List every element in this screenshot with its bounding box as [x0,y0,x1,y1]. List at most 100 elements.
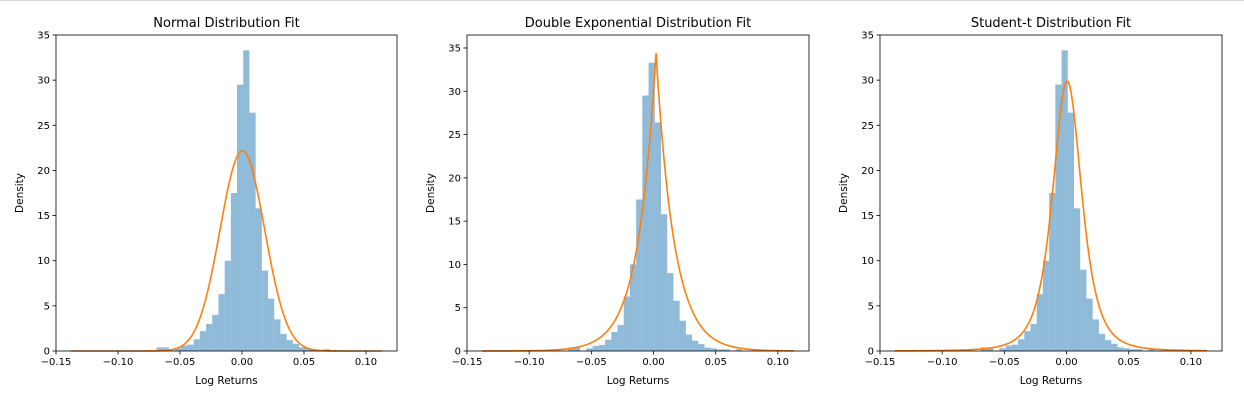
histogram-bar [1055,84,1062,352]
histogram-bar [1105,340,1112,351]
x-tick-label: 0.00 [231,357,253,368]
y-tick-label: 15 [37,211,50,222]
x-tick-label: −0.10 [927,357,958,368]
histogram-bar [661,214,668,351]
histogram-bar [175,348,182,351]
histogram-bar [1086,298,1093,351]
histogram-bar [249,112,256,351]
y-tick-label: 0 [44,347,50,358]
x-tick-label: −0.15 [865,357,896,368]
y-tick-label: 10 [861,256,874,267]
x-tick-label: −0.10 [514,357,545,368]
histogram-bar [617,325,624,351]
histogram-bar [1111,343,1118,351]
histogram-bar [230,193,238,351]
y-tick-label: 35 [448,43,461,54]
histogram-bar [716,349,724,351]
histogram-bar [305,348,312,351]
x-tick-label: −0.15 [452,357,483,368]
x-tick-label: 0.00 [1055,357,1077,368]
histogram-bar [704,347,711,351]
histogram-bar [1129,349,1137,351]
histogram-bar [206,323,213,351]
histogram-bar [611,331,618,351]
histogram-bar [1117,347,1124,351]
histogram-bar [162,347,169,351]
histogram-bar [299,347,306,351]
top-divider [0,0,1244,1]
histogram-bar [274,319,281,351]
x-tick-label: 0.10 [355,357,377,368]
histogram-bar [679,320,686,351]
x-tick-label: −0.05 [576,357,607,368]
histogram-bar [212,314,219,351]
histogram-bar [280,333,287,351]
x-tick-label: −0.05 [165,357,196,368]
histogram-bar [723,349,730,351]
y-axis-label: Density [14,173,26,213]
y-tick-label: 25 [448,130,461,141]
y-axis-label: Density [425,173,437,213]
histogram-bar [1036,294,1043,351]
histogram-bar [255,208,262,351]
histogram-bar [1098,333,1106,351]
y-tick-label: 5 [868,301,874,312]
histogram-bar [1011,344,1019,351]
chart-panel-3: −0.15 −0.10 −0.05 0.00 0.05 0.10 0 5 10 15 20 25 30 3… [838,16,1223,387]
histogram-bar [667,273,674,351]
x-tick-label: −0.10 [103,357,134,368]
histogram-bar [735,349,742,351]
y-tick-label: 25 [861,121,874,132]
histogram-bar [237,84,244,352]
y-tick-label: 20 [37,166,50,177]
x-axis-label: Log Returns [607,375,669,387]
y-tick-label: 30 [861,76,874,87]
histogram-bar [573,347,581,351]
y-tick-label: 20 [448,173,461,184]
histogram-bar [629,264,637,351]
histogram-bar [648,62,655,352]
histogram-bar [586,348,593,351]
histogram-bar [1074,208,1081,351]
histogram-bar [243,50,250,351]
y-tick-label: 20 [861,166,874,177]
x-tick-label: 0.05 [1118,357,1140,368]
histogram-bar [605,339,612,351]
y-tick-label: 5 [455,303,461,314]
histogram-bar [567,347,574,351]
x-tick-label: −0.15 [41,357,72,368]
histogram-bar [1049,193,1056,351]
y-tick-label: 10 [448,260,461,271]
y-axis-label: Density [838,173,850,213]
histogram-bar [636,199,643,351]
axes-frame [55,34,398,352]
histogram-bar [268,298,275,351]
x-tick-label: 0.10 [1180,357,1202,368]
histogram-bar [1067,112,1075,351]
chart-panel-1: −0.15 −0.10 −0.05 0.00 0.05 0.10 0 5 10 15 20 25 30 3… [14,16,398,387]
x-tick-label: 0.00 [642,357,664,368]
x-axis-label: Log Returns [1020,375,1082,387]
histogram-bar [1018,339,1025,351]
fit-curve [894,80,1208,352]
histogram-bar [698,344,705,351]
chart-title: Student-t Distribution Fit [971,16,1131,31]
histogram-bar [156,347,163,351]
histogram-bar [1123,348,1130,351]
histogram-bar [1148,349,1155,351]
x-tick-label: 0.05 [293,357,315,368]
histogram-bar [592,345,599,351]
histogram-bar [710,348,717,351]
histogram-bar [187,344,194,351]
histogram-bar [673,300,680,351]
histogram-bar [986,347,994,351]
histogram-bar [261,270,269,351]
y-tick-label: 30 [448,87,461,98]
histogram-bar [999,348,1006,351]
x-axis-label: Log Returns [195,375,257,387]
y-tick-label: 35 [861,31,874,42]
histogram-bar [1030,323,1037,351]
x-tick-label: −0.05 [989,357,1020,368]
y-tick-label: 15 [861,211,874,222]
